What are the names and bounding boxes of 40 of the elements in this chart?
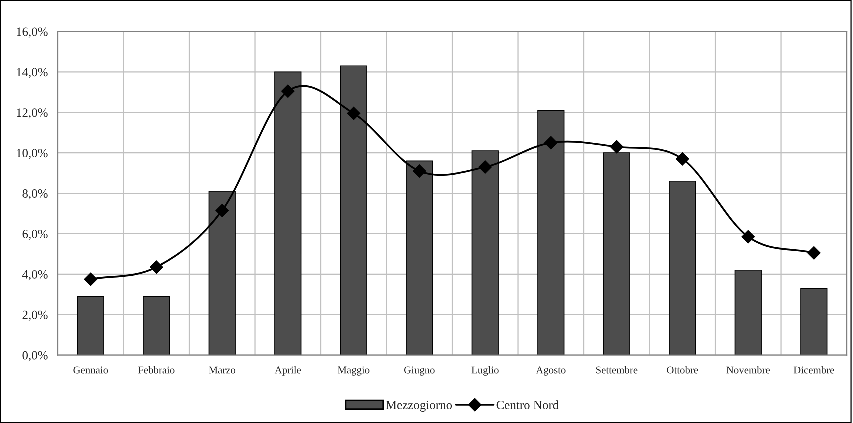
point: [150, 260, 164, 274]
legend-label: Mezzogiorno: [386, 401, 452, 412]
y-tick-label: 0,0%: [22, 351, 48, 362]
point: [282, 84, 295, 98]
x-tick-label: Luglio: [472, 366, 499, 376]
point: [544, 136, 558, 150]
y-tick-label: 8,0%: [22, 190, 48, 200]
y-tick-label: 10,0%: [17, 149, 48, 160]
point: [742, 230, 755, 244]
point: [808, 246, 821, 260]
x-tick-label: Agosto: [536, 366, 566, 376]
y-tick-label: 2,0%: [22, 310, 48, 322]
x-tick-label: Dicembre: [794, 366, 834, 374]
y-tick-label: 16,0%: [17, 28, 48, 38]
x-tick-label: Gennaio: [74, 366, 108, 374]
bar: [800, 288, 828, 356]
bar: [734, 270, 762, 356]
point: [84, 272, 98, 286]
x-tick-label: Aprile: [274, 366, 302, 376]
y-tick-label: 14,0%: [17, 68, 48, 78]
point: [216, 204, 229, 218]
y-tick-label: 4,0%: [22, 270, 48, 281]
point: [676, 152, 690, 166]
bar: [669, 180, 696, 356]
point: [347, 107, 360, 120]
x-tick-label: Giugno: [404, 366, 435, 376]
point: [478, 160, 492, 174]
point: [413, 164, 426, 178]
y-tick-label: 6,0%: [22, 230, 48, 240]
x-tick-label: Marzo: [209, 366, 236, 374]
x-tick-label: Maggio: [338, 366, 370, 376]
x-tick-label: Febbraio: [138, 366, 175, 374]
bar: [143, 296, 170, 356]
legend-label: Centro Nord: [496, 400, 559, 410]
x-tick-label: Ottobre: [667, 366, 698, 374]
bar: [77, 296, 104, 356]
x-tick-label: Settembre: [596, 366, 638, 374]
point: [610, 140, 624, 154]
y-tick-label: 12,0%: [17, 108, 48, 119]
x-tick-label: Novembre: [726, 366, 770, 374]
